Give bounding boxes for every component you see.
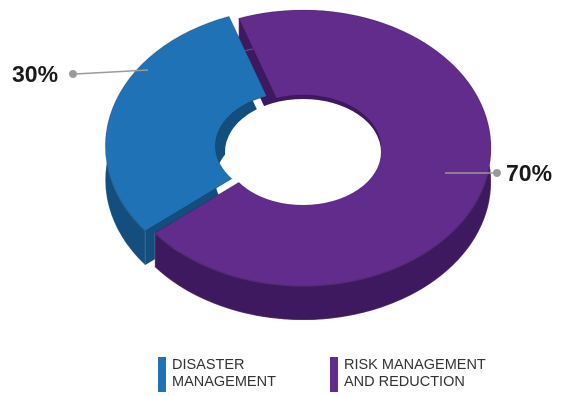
callouts: 30% 70% xyxy=(12,61,552,186)
data-label-1: 70% xyxy=(506,160,552,186)
callout-dot-0 xyxy=(69,70,77,78)
legend-swatch-disaster-management xyxy=(158,357,166,392)
legend-item-disaster-management: DISASTER MANAGEMENT xyxy=(158,357,292,392)
legend-item-risk-management: RISK MANAGEMENT AND REDUCTION xyxy=(330,357,544,392)
legend-label-disaster-management: DISASTER MANAGEMENT xyxy=(172,357,276,390)
legend-swatch-risk-management xyxy=(330,357,338,392)
callout-dot-1 xyxy=(493,169,501,177)
donut-hole xyxy=(225,99,381,205)
slice-1 xyxy=(154,9,492,287)
callout-line-0 xyxy=(74,69,149,75)
legend-label-risk-management: RISK MANAGEMENT AND REDUCTION xyxy=(344,357,486,390)
legend: DISASTER MANAGEMENT RISK MANAGEMENT AND … xyxy=(158,357,544,392)
data-label-0: 30% xyxy=(12,61,58,87)
